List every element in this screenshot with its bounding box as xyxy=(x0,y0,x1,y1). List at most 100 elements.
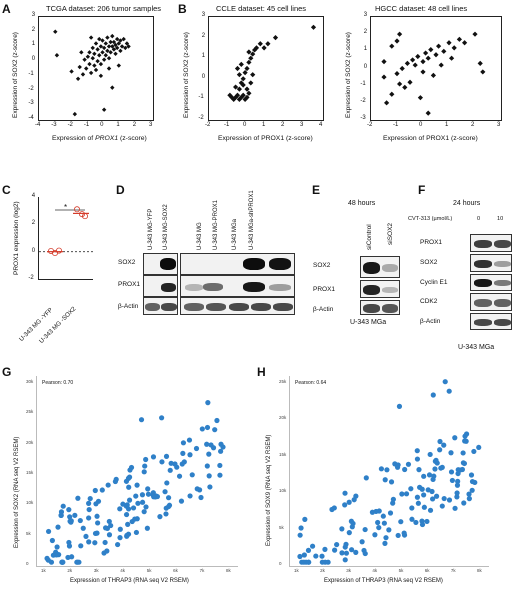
scatter-point xyxy=(126,484,132,490)
panel-g-xtick: 3k xyxy=(93,568,99,573)
scatter-point xyxy=(334,541,340,548)
scatter-point xyxy=(454,482,461,488)
panel-b-left-xtick: 0 xyxy=(243,122,247,128)
panel-a-ytick: -3 xyxy=(28,100,34,107)
scatter-point xyxy=(462,438,468,444)
blot-band xyxy=(382,287,398,293)
panel-b-right-ytick: -3 xyxy=(360,115,366,121)
scatter-point xyxy=(353,549,359,555)
panel-g-ytick: 25k xyxy=(26,409,34,415)
scatter-point xyxy=(118,48,123,54)
scatter-point xyxy=(427,507,434,513)
panel-g-xtick: 5k xyxy=(146,568,152,573)
scatter-point xyxy=(54,53,60,58)
scatter-point xyxy=(93,501,99,507)
blot-band xyxy=(474,279,492,287)
panel-a-ytick: -1 xyxy=(28,70,34,77)
scatter-point xyxy=(49,537,55,544)
scatter-point xyxy=(60,503,66,509)
panel-d-row-label: SOX2 xyxy=(118,259,136,266)
panel-g-xtick: 8k xyxy=(226,568,231,573)
panel-g-plot xyxy=(36,376,238,567)
scatter-point xyxy=(409,516,415,522)
panel-a-ytick: -2 xyxy=(28,85,34,92)
scatter-point xyxy=(84,66,89,71)
panel-g-xtick: 4k xyxy=(120,568,126,573)
scatter-point xyxy=(430,496,436,502)
blot-band xyxy=(494,280,511,286)
scatter-point xyxy=(244,65,250,72)
panel-f-blot-row xyxy=(470,274,512,291)
scatter-point xyxy=(134,482,140,488)
scatter-point xyxy=(45,528,52,535)
scatter-point xyxy=(242,70,248,76)
panel-h-xtick: 7k xyxy=(450,568,456,573)
panel-h-ytick: 5k xyxy=(279,524,284,530)
scatter-point xyxy=(436,43,442,49)
scatter-point xyxy=(310,24,317,30)
scatter-point xyxy=(456,36,462,42)
scatter-point xyxy=(421,492,427,498)
scatter-point xyxy=(105,482,111,488)
scatter-point xyxy=(397,81,403,87)
scatter-point xyxy=(397,31,403,37)
scatter-point xyxy=(375,519,381,526)
panel-b-right-xtick: -1 xyxy=(393,122,399,128)
scatter-point xyxy=(383,535,389,541)
scatter-point xyxy=(60,559,66,565)
scatter-point xyxy=(359,539,365,545)
scatter-point xyxy=(83,533,89,540)
scatter-point xyxy=(455,467,461,473)
panel-f-blot-row xyxy=(470,313,512,330)
scatter-point xyxy=(466,491,472,497)
scatter-point xyxy=(384,467,390,473)
panel-c-dotplot xyxy=(39,206,93,257)
scatter-point xyxy=(79,50,84,55)
panel-f-drug: CVT-313 (µmol/L) xyxy=(408,216,453,222)
yfp-point xyxy=(55,247,62,254)
scatter-point xyxy=(339,550,345,556)
scatter-point xyxy=(68,519,74,525)
scatter-point xyxy=(145,486,151,492)
scatter-point xyxy=(92,63,97,68)
scatter-point xyxy=(113,51,118,56)
panel-g-xlabel: Expression of THRAP3 (RNA seq V2 RSEM) xyxy=(70,578,189,584)
panel-e-lane-label: siControl xyxy=(366,224,373,250)
scatter-point xyxy=(419,521,426,528)
scatter-point xyxy=(257,41,263,47)
panel-a-xtick: 1 xyxy=(116,122,120,128)
scatter-point xyxy=(250,51,256,57)
scatter-point xyxy=(394,462,400,468)
panel-a-ytick: -4 xyxy=(28,115,34,121)
panel-b-left-xtick: -2 xyxy=(205,122,211,128)
scatter-point xyxy=(198,494,204,501)
scatter-point xyxy=(472,479,478,486)
blot-band xyxy=(243,282,265,292)
blot-band xyxy=(229,303,249,311)
scatter-point xyxy=(433,493,440,499)
scatter-point xyxy=(234,92,241,98)
scatter-point xyxy=(106,532,113,538)
scatter-point xyxy=(387,510,394,516)
scatter-point xyxy=(138,417,145,423)
scatter-point xyxy=(301,559,307,565)
scatter-point xyxy=(141,509,147,515)
scatter-point xyxy=(124,532,130,539)
panel-g-ylabel: Expression of SOX2 (RNA seq V2 RSEM) xyxy=(14,436,20,548)
scatter-point xyxy=(204,441,210,447)
scatter-point xyxy=(373,508,379,515)
scatter-point xyxy=(94,513,100,519)
scatter-point xyxy=(437,438,443,445)
panel-e-row-label: PROX1 xyxy=(313,286,336,293)
scatter-point xyxy=(342,490,348,496)
scatter-point xyxy=(363,475,369,481)
scatter-point xyxy=(87,50,92,55)
panel-h-ytick: 0 xyxy=(279,561,282,566)
panel-a-xtick: 0 xyxy=(100,122,104,128)
panel-b-left-ytick: 3 xyxy=(201,12,206,18)
scatter-point xyxy=(142,463,148,469)
scatter-point xyxy=(476,444,482,451)
scatter-point xyxy=(439,503,445,509)
scatter-point xyxy=(206,473,212,479)
scatter-point xyxy=(104,525,111,532)
